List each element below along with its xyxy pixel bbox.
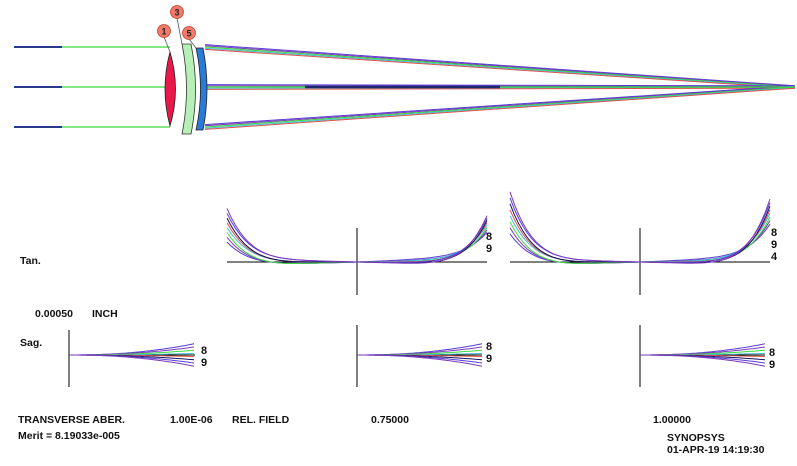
sag-field-075-wavelength-label: 8 xyxy=(486,341,492,353)
wavelength-scale: 1.00E-06 xyxy=(170,414,213,426)
converging-ray xyxy=(204,47,796,89)
sag-field-100-wavelength-label: 9 xyxy=(769,359,775,371)
sag-field-075-wavelength-label: 9 xyxy=(486,353,492,365)
lens-layout-diagram: 13 5 xyxy=(14,5,796,135)
software-name: SYNOPSYS xyxy=(667,432,725,444)
element-badge xyxy=(157,24,171,38)
tan-field-100-wavelength-label: 9 xyxy=(771,239,777,251)
sag-field-000-curve xyxy=(69,354,195,367)
converging-ray xyxy=(204,46,796,88)
sag-field-075-curve xyxy=(357,354,483,367)
plot-title: TRANSVERSE ABER. xyxy=(18,414,125,426)
scale-unit: INCH xyxy=(92,308,118,320)
badge-leader xyxy=(163,36,171,53)
converging-ray xyxy=(204,48,796,89)
converging-ray xyxy=(204,44,796,87)
converging-ray xyxy=(204,87,796,129)
element-number: 3 xyxy=(174,8,179,18)
element-number: 5 xyxy=(186,29,191,39)
tan-field-075-wavelength-label: 8 xyxy=(486,231,492,243)
converging-ray xyxy=(204,87,796,130)
timestamp: 01-APR-19 14:19:30 xyxy=(667,444,765,456)
lens-element-3 xyxy=(181,43,196,135)
lens-element-1 xyxy=(164,50,176,128)
sag-field-100-curve xyxy=(640,354,766,367)
merit-value: Merit = 8.19033e-005 xyxy=(18,430,120,442)
converging-ray xyxy=(204,87,796,90)
field-value-1: 0.75000 xyxy=(371,414,409,426)
rel-field-label: REL. FIELD xyxy=(232,414,290,426)
badge-leader xyxy=(188,38,197,49)
sag-field-100-wavelength-label: 8 xyxy=(769,347,775,359)
lens-element-5 xyxy=(195,47,208,131)
converging-ray xyxy=(204,45,796,87)
tan-field-100-wavelength-label: 4 xyxy=(771,251,778,263)
sag-row-label: Sag. xyxy=(20,337,43,349)
tan-field-100-curve xyxy=(509,191,771,264)
field-value-2: 1.00000 xyxy=(653,414,691,426)
converging-ray xyxy=(204,84,796,87)
converging-ray xyxy=(204,86,796,128)
element-badge xyxy=(182,26,196,40)
tan-field-075-curve xyxy=(226,208,488,264)
sag-field-000-wavelength-label: 9 xyxy=(201,357,207,369)
converging-ray xyxy=(204,85,796,126)
tan-field-075-wavelength-label: 9 xyxy=(486,243,492,255)
badge-leader xyxy=(176,17,183,45)
sag-field-000-wavelength-label: 8 xyxy=(201,345,207,357)
converging-ray xyxy=(204,85,796,127)
element-number: 1 xyxy=(161,27,166,37)
tan-field-100-wavelength-label: 8 xyxy=(771,227,777,239)
scale-value: 0.00050 xyxy=(35,308,73,320)
element-badge xyxy=(170,5,184,19)
tan-row-label: Tan. xyxy=(20,255,41,267)
